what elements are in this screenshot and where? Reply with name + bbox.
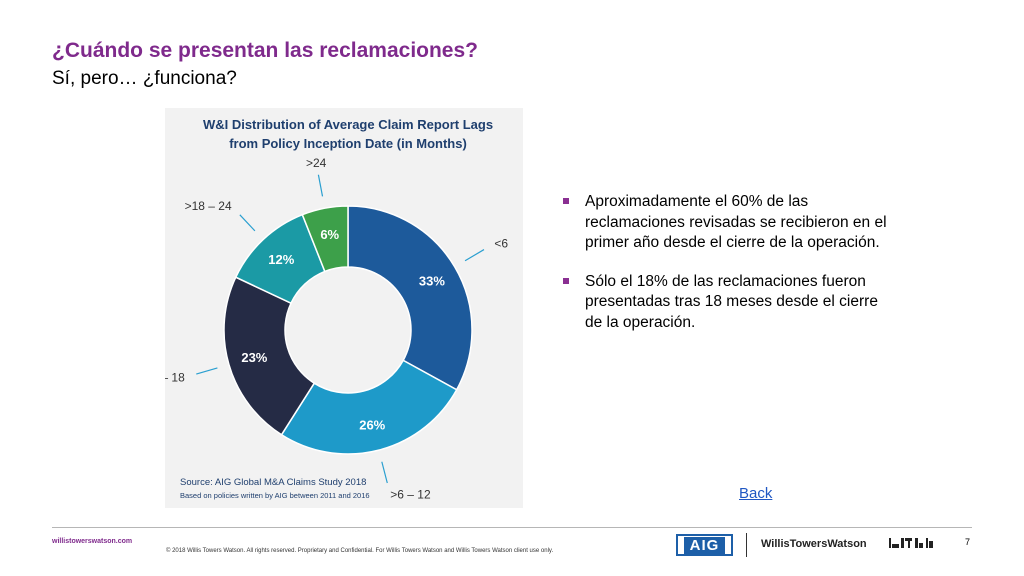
leader-line [196,367,218,375]
chart-canvas: W&I Distribution of Average Claim Report… [165,117,508,502]
donut-slice [301,205,349,273]
slide-title: ¿Cuándo se presentan las reclamaciones? [52,39,478,62]
logo-divider [746,533,747,557]
chart-title-line: from Policy Inception Date (in Months) [229,136,467,151]
slice-value-label: 23% [241,350,267,365]
leader-line [317,174,324,197]
bullet-item: Sólo el 18% de las reclamaciones fueron … [563,272,893,334]
slice-value-label: 6% [320,227,339,242]
donut-slice [347,205,473,391]
category-label: >6 – 12 [390,488,431,502]
bullet-square-icon [563,277,569,284]
aig-logo: AIG [676,534,733,556]
bullet-list: Aproximadamente el 60% de las reclamacio… [563,192,893,351]
wtw-logo: WillisTowersWatson [761,538,867,550]
bullet-item: Aproximadamente el 60% de las reclamacio… [563,192,893,254]
bullet-text: Aproximadamente el 60% de las reclamacio… [585,193,887,251]
back-link[interactable]: Back [739,485,773,502]
chart-note: Based on policies written by AIG between… [180,491,370,500]
bullet-square-icon [563,198,569,204]
aig-logo-text: AIG [683,536,726,554]
leader-line [381,461,388,484]
bullet-text: Sólo el 18% de las reclamaciones fueron … [585,272,878,331]
donut-slice [223,276,316,436]
copyright-text: © 2018 Willis Towers Watson. All rights … [166,548,554,554]
chart-source: Source: AIG Global M&A Claims Study 2018 [180,477,366,488]
category-label: >12 – 18 [165,370,185,384]
donut-chart: W&I Distribution of Average Claim Report… [165,108,523,508]
slice-value-label: 26% [359,417,385,432]
chart-title-line: W&I Distribution of Average Claim Report… [203,117,493,132]
leader-line [464,249,485,262]
donut-slice [280,359,458,455]
wtw-mark-icon [889,538,933,548]
slide-subtitle: Sí, pero… ¿funciona? [52,68,237,89]
category-label: >24 [306,156,327,170]
footer-divider [52,527,972,528]
category-label: <6 [494,236,508,250]
slice-value-label: 33% [419,273,445,288]
footer-url[interactable]: willistowerswatson.com [52,538,133,545]
category-label: >18 – 24 [185,199,232,213]
leader-line [239,214,256,232]
slice-value-label: 12% [268,252,294,267]
page-number: 7 [965,537,971,547]
